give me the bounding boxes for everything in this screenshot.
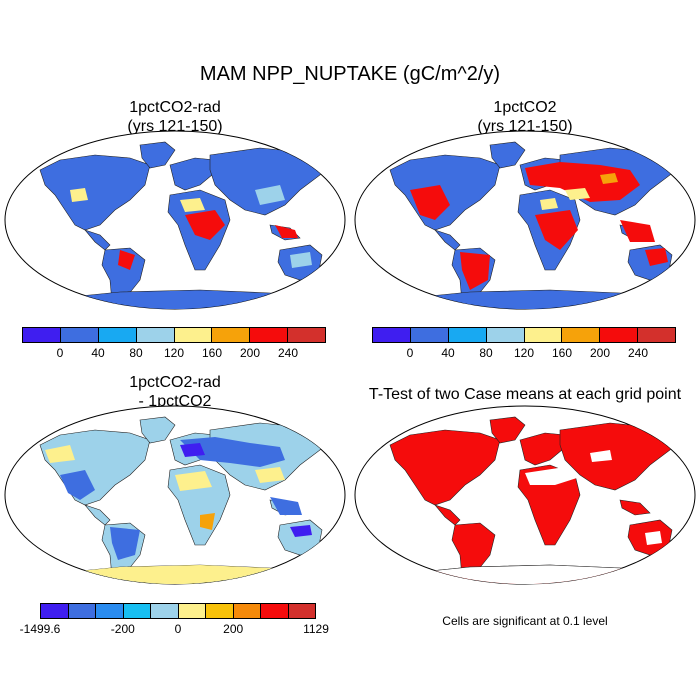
map-panel-3 bbox=[4, 405, 346, 585]
colorbar-segment bbox=[233, 604, 261, 618]
colorbar-segment bbox=[23, 328, 61, 342]
colorbar-tick-label: 200 bbox=[239, 346, 261, 360]
colorbar-segment bbox=[68, 604, 96, 618]
ttest-note: Cells are significant at 0.1 level bbox=[442, 614, 608, 628]
colorbar-segment bbox=[174, 328, 213, 342]
colorbar-segment bbox=[410, 328, 449, 342]
colorbar-tick-label: 80 bbox=[129, 346, 143, 360]
colorbar-tick-label: 200 bbox=[223, 622, 244, 636]
panel-1-title: 1pctCO2-rad (yrs 121-150) bbox=[45, 98, 305, 136]
colorbar-tick-label: 40 bbox=[91, 346, 105, 360]
panel-3-title: 1pctCO2-rad - 1pctCO2 bbox=[45, 373, 305, 411]
colorbar-abs-left bbox=[22, 327, 326, 343]
colorbar-segment bbox=[123, 604, 151, 618]
colorbar-tick-label: -200 bbox=[110, 622, 135, 636]
colorbar-tick-label: -1499.6 bbox=[19, 622, 61, 636]
colorbar-diff bbox=[40, 603, 316, 619]
panel-2-title: 1pctCO2 (yrs 121-150) bbox=[395, 98, 655, 136]
colorbar-tick-label: 0 bbox=[406, 346, 414, 360]
colorbar-segment bbox=[638, 328, 675, 342]
colorbar-segment bbox=[136, 328, 175, 342]
panel-2-title-line2: (yrs 121-150) bbox=[477, 118, 573, 135]
map-panel-1 bbox=[4, 130, 346, 310]
panel-4-title: T-Test of two Case means at each grid po… bbox=[368, 386, 682, 403]
colorbar-segment bbox=[448, 328, 487, 342]
colorbar-tick-label: 200 bbox=[589, 346, 611, 360]
panel-2-title-line1: 1pctCO2 bbox=[493, 99, 557, 116]
colorbar-segment bbox=[60, 328, 99, 342]
colorbar-tick-label: 160 bbox=[201, 346, 223, 360]
colorbar-segment bbox=[562, 328, 601, 342]
colorbar-segment bbox=[261, 604, 289, 618]
colorbar-segment bbox=[373, 328, 411, 342]
colorbar-tick-label: 0 bbox=[56, 346, 64, 360]
colorbar-tick-label: 240 bbox=[277, 346, 299, 360]
panel-1-title-line2: (yrs 121-150) bbox=[127, 118, 223, 135]
panel-1-title-line1: 1pctCO2-rad bbox=[129, 99, 221, 116]
map-panel-2 bbox=[354, 130, 696, 310]
colorbar-tick-label: 80 bbox=[479, 346, 493, 360]
panel-3-title-line1: 1pctCO2-rad bbox=[129, 374, 221, 391]
colorbar-segment bbox=[98, 328, 137, 342]
colorbar-segment bbox=[206, 604, 234, 618]
colorbar-tick-label: 240 bbox=[627, 346, 649, 360]
colorbar-tick-label: 120 bbox=[513, 346, 535, 360]
colorbar-segment bbox=[524, 328, 563, 342]
colorbar-segment bbox=[212, 328, 251, 342]
colorbar-segment bbox=[96, 604, 124, 618]
colorbar-segment bbox=[486, 328, 525, 342]
colorbar-segment bbox=[250, 328, 289, 342]
colorbar-tick-label: 160 bbox=[551, 346, 573, 360]
colorbar-segment bbox=[600, 328, 639, 342]
colorbar-tick-label: 40 bbox=[441, 346, 455, 360]
colorbar-segment bbox=[288, 328, 325, 342]
colorbar-segment bbox=[178, 604, 206, 618]
panel-3-title-line2: - 1pctCO2 bbox=[138, 393, 212, 410]
colorbar-tick-label: 0 bbox=[174, 622, 182, 636]
colorbar-segment bbox=[41, 604, 69, 618]
colorbar-abs-right bbox=[372, 327, 676, 343]
colorbar-segment bbox=[288, 604, 315, 618]
figure-title: MAM NPP_NUPTAKE (gC/m^2/y) bbox=[199, 63, 501, 85]
colorbar-segment bbox=[151, 604, 179, 618]
colorbar-tick-label: 1129 bbox=[303, 622, 329, 636]
colorbar-tick-label: 120 bbox=[163, 346, 185, 360]
map-panel-4 bbox=[354, 405, 696, 585]
